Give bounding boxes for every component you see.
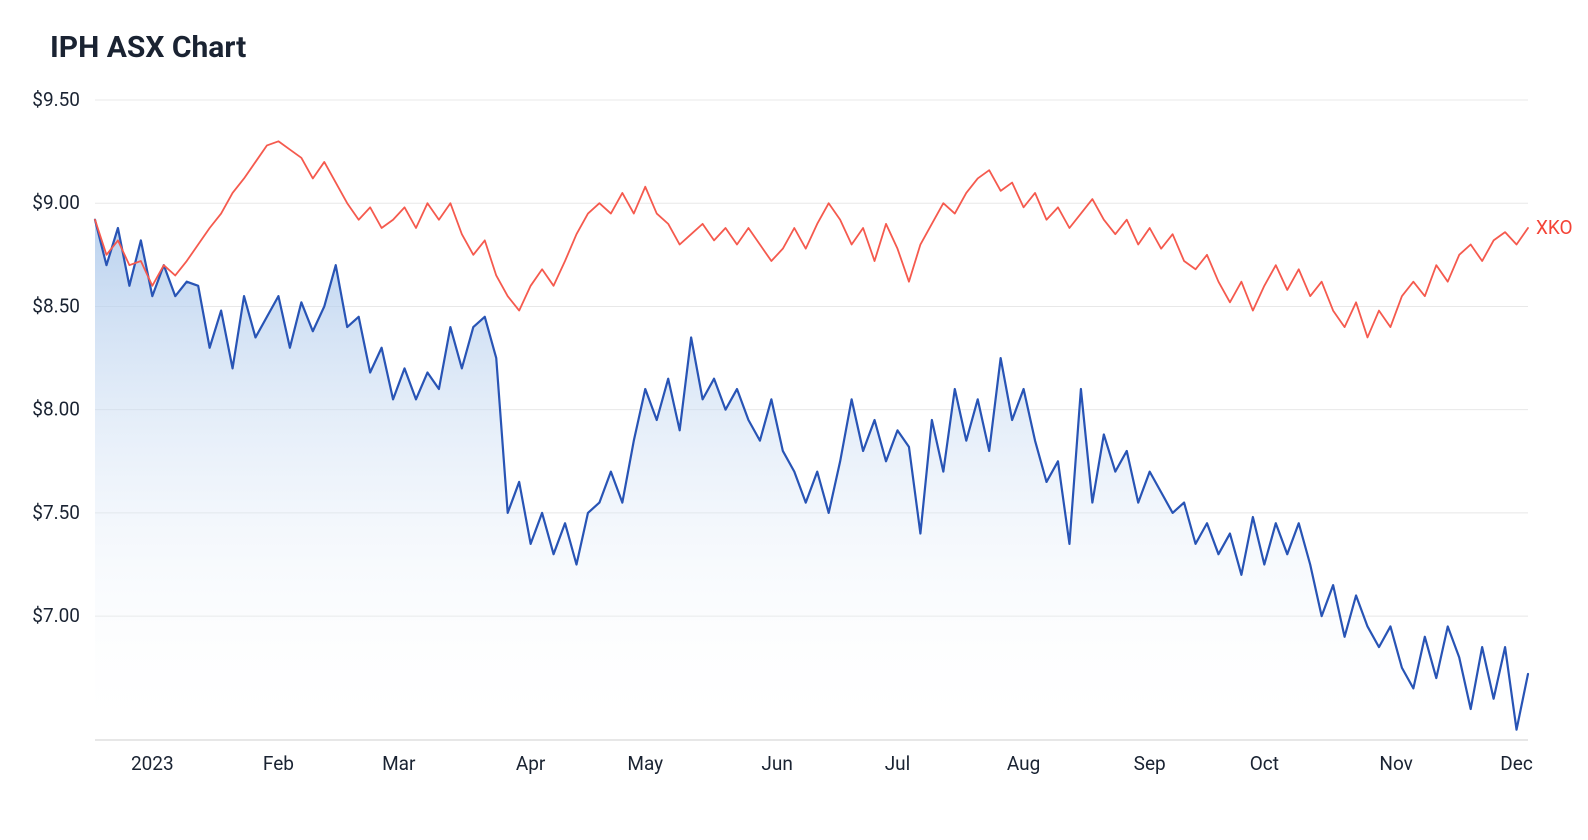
y-tick-label: $9.50 <box>32 90 80 111</box>
y-tick-label: $9.00 <box>32 191 80 214</box>
x-tick-label: Jul <box>885 752 911 775</box>
chart-svg: $9.50 $9.00 $8.50 $8.00 $7.50 $7.00 2023 Feb Mar… <box>0 90 1588 790</box>
chart-plot-area: $9.50 $9.00 $8.50 $8.00 $7.50 $7.00 2023 Feb Mar… <box>0 90 1588 790</box>
x-tick-label: Aug <box>1007 752 1040 775</box>
chart-title: IPH ASX Chart <box>50 30 246 65</box>
series-xko-label: XKO <box>1536 216 1573 239</box>
x-tick-label: Jun <box>761 752 792 775</box>
series-iph-area <box>95 220 1528 740</box>
x-tick-label: Nov <box>1379 752 1412 775</box>
y-tick-label: $7.50 <box>32 501 80 524</box>
x-tick-label: 2023 <box>131 752 174 775</box>
y-tick-label: $8.00 <box>32 398 80 421</box>
chart-container: IPH ASX Chart $9.50$9.00$8.50$8.00$7.50$… <box>0 0 1588 840</box>
x-tick-label: Sep <box>1134 752 1166 775</box>
series-xko-line <box>95 141 1528 337</box>
x-tick-label: Mar <box>382 752 416 775</box>
y-tick-label: $7.00 <box>32 604 80 627</box>
x-tick-label: May <box>627 752 663 775</box>
x-tick-label: Apr <box>516 752 546 775</box>
y-tick-label: $8.50 <box>32 294 80 317</box>
x-tick-label: Oct <box>1250 752 1279 775</box>
x-tick-label: Dec <box>1500 752 1533 775</box>
x-tick-label: Feb <box>263 752 294 775</box>
